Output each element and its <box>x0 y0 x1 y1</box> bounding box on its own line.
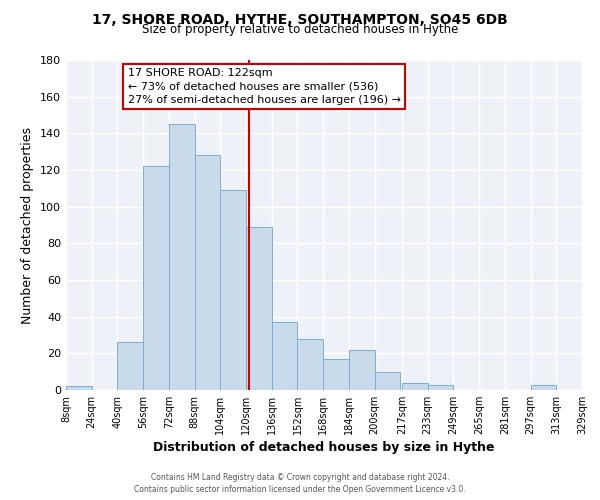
Text: Contains HM Land Registry data © Crown copyright and database right 2024.
Contai: Contains HM Land Registry data © Crown c… <box>134 472 466 494</box>
Bar <box>428 384 454 390</box>
Bar <box>118 342 143 390</box>
Bar <box>349 350 374 390</box>
X-axis label: Distribution of detached houses by size in Hythe: Distribution of detached houses by size … <box>153 441 495 454</box>
Bar <box>143 166 169 390</box>
Bar <box>374 372 400 390</box>
Bar <box>323 359 349 390</box>
Bar <box>169 124 194 390</box>
Bar <box>220 190 246 390</box>
Bar <box>272 322 298 390</box>
Bar <box>246 227 272 390</box>
Bar <box>194 156 220 390</box>
Text: 17, SHORE ROAD, HYTHE, SOUTHAMPTON, SO45 6DB: 17, SHORE ROAD, HYTHE, SOUTHAMPTON, SO45… <box>92 12 508 26</box>
Bar <box>402 382 428 390</box>
Y-axis label: Number of detached properties: Number of detached properties <box>22 126 34 324</box>
Bar <box>66 386 92 390</box>
Text: Size of property relative to detached houses in Hythe: Size of property relative to detached ho… <box>142 22 458 36</box>
Text: 17 SHORE ROAD: 122sqm
← 73% of detached houses are smaller (536)
27% of semi-det: 17 SHORE ROAD: 122sqm ← 73% of detached … <box>128 68 401 104</box>
Bar <box>530 384 556 390</box>
Bar <box>298 338 323 390</box>
